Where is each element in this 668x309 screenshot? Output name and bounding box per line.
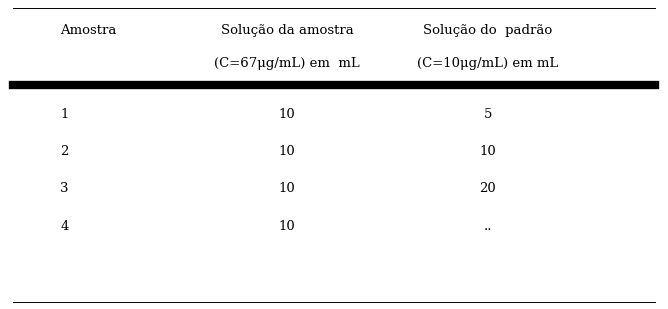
Text: Amostra: Amostra: [60, 24, 116, 37]
Text: (C=10μg/mL) em mL: (C=10μg/mL) em mL: [417, 57, 558, 70]
Text: 10: 10: [279, 146, 296, 159]
Text: 3: 3: [60, 183, 69, 196]
Text: Solução da amostra: Solução da amostra: [221, 24, 353, 37]
Text: 10: 10: [279, 108, 296, 121]
Text: 4: 4: [60, 219, 69, 232]
Text: 2: 2: [60, 146, 69, 159]
Text: ..: ..: [484, 219, 492, 232]
Text: (C=67μg/mL) em  mL: (C=67μg/mL) em mL: [214, 57, 360, 70]
Text: 5: 5: [484, 108, 492, 121]
Text: 10: 10: [279, 183, 296, 196]
Text: Solução do  padrão: Solução do padrão: [423, 24, 552, 37]
Text: 20: 20: [479, 183, 496, 196]
Text: 10: 10: [479, 146, 496, 159]
Text: 1: 1: [60, 108, 69, 121]
Text: 10: 10: [279, 219, 296, 232]
